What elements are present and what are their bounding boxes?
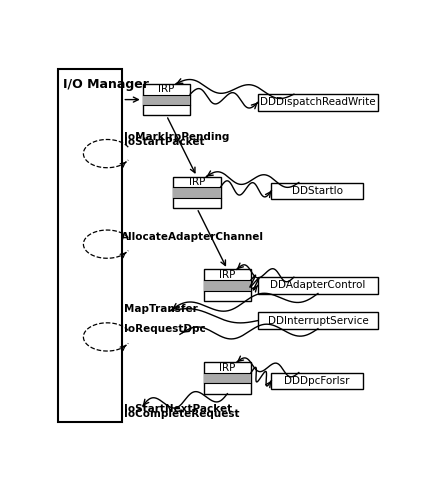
Bar: [173, 176, 221, 208]
Text: IoMarkIrpPending: IoMarkIrpPending: [124, 132, 229, 142]
Text: IRP: IRP: [189, 177, 205, 187]
Text: DDDpcForIsr: DDDpcForIsr: [284, 376, 350, 386]
Bar: [258, 94, 378, 110]
Text: AllocateAdapterChannel: AllocateAdapterChannel: [121, 232, 264, 242]
Text: DDInterruptService: DDInterruptService: [267, 316, 368, 326]
Text: IoCompleteRequest: IoCompleteRequest: [124, 409, 239, 419]
Bar: [271, 373, 363, 389]
Text: MapTransfer: MapTransfer: [124, 305, 198, 314]
Bar: [204, 373, 251, 383]
Text: IRP: IRP: [219, 362, 236, 373]
Bar: [142, 94, 190, 105]
Text: IRP: IRP: [219, 270, 236, 280]
Bar: [271, 183, 363, 199]
Text: DDAdapterControl: DDAdapterControl: [270, 281, 366, 290]
Bar: [204, 269, 251, 301]
Bar: [204, 280, 251, 291]
Bar: [142, 84, 190, 115]
Bar: [258, 312, 378, 329]
Bar: [204, 362, 251, 394]
Text: DDDispatchReadWrite: DDDispatchReadWrite: [260, 97, 376, 107]
Text: IoRequestDpc: IoRequestDpc: [124, 324, 206, 334]
Text: IoStartNextPacket: IoStartNextPacket: [124, 404, 232, 415]
Text: I/O Manager: I/O Manager: [63, 78, 149, 91]
Text: DDStartIo: DDStartIo: [291, 186, 343, 196]
Bar: [58, 69, 122, 422]
Text: IoStartPacket: IoStartPacket: [124, 137, 205, 147]
Bar: [258, 277, 378, 294]
Bar: [173, 187, 221, 198]
Text: IRP: IRP: [158, 84, 174, 94]
